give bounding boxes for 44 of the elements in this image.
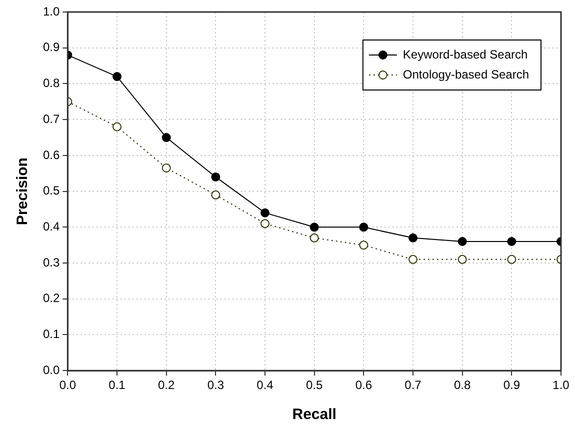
point bbox=[112, 72, 122, 82]
x-tick-label: 0.9 bbox=[503, 378, 520, 392]
x-tick-label: 0.5 bbox=[306, 378, 324, 392]
y-tick-label: 0.4 bbox=[42, 219, 60, 234]
point bbox=[458, 237, 467, 246]
y-tick-label: 0.5 bbox=[42, 184, 60, 198]
point bbox=[162, 133, 171, 142]
y-tick-label: 0.0 bbox=[42, 362, 60, 377]
x-tick-label: 0.4 bbox=[256, 378, 274, 392]
point bbox=[310, 233, 319, 242]
x-tick-label: 0.7 bbox=[404, 378, 422, 392]
x-tick-label: 0.3 bbox=[207, 378, 224, 392]
x-tick-label: 0.6 bbox=[355, 378, 372, 392]
point bbox=[359, 222, 368, 232]
y-tick-label: 0.2 bbox=[42, 291, 60, 306]
point bbox=[408, 233, 418, 242]
x-tick-label: 0.1 bbox=[108, 378, 126, 392]
y-tick-label: 1.0 bbox=[42, 4, 60, 18]
y-tick-label: 0.3 bbox=[42, 255, 60, 270]
point bbox=[408, 254, 418, 264]
y-axis-title: Precision bbox=[14, 158, 32, 226]
y-tick-label: 0.6 bbox=[42, 148, 60, 162]
point bbox=[458, 254, 467, 264]
point bbox=[211, 190, 220, 200]
legend-label: Ontology-based Search bbox=[402, 67, 529, 82]
x-tick-label: 0.0 bbox=[59, 378, 76, 392]
point bbox=[162, 163, 171, 172]
y-tick-label: 0.1 bbox=[42, 327, 60, 342]
x-tick-label: 0.2 bbox=[158, 378, 176, 392]
y-tick-label: 0.9 bbox=[42, 40, 60, 54]
point bbox=[507, 237, 516, 246]
point bbox=[359, 240, 368, 250]
x-axis-title: Recall bbox=[292, 406, 336, 424]
point bbox=[507, 254, 516, 264]
point bbox=[112, 122, 122, 132]
y-tick-label: 0.8 bbox=[42, 76, 60, 90]
y-tick-label: 0.7 bbox=[42, 112, 60, 126]
point bbox=[211, 172, 220, 182]
point bbox=[260, 208, 270, 218]
point bbox=[260, 219, 270, 228]
point bbox=[310, 222, 319, 232]
x-tick-label: 0.8 bbox=[454, 378, 471, 392]
x-tick-label: 1.0 bbox=[552, 378, 570, 392]
legend-label: Keyword-based Search bbox=[402, 47, 528, 62]
